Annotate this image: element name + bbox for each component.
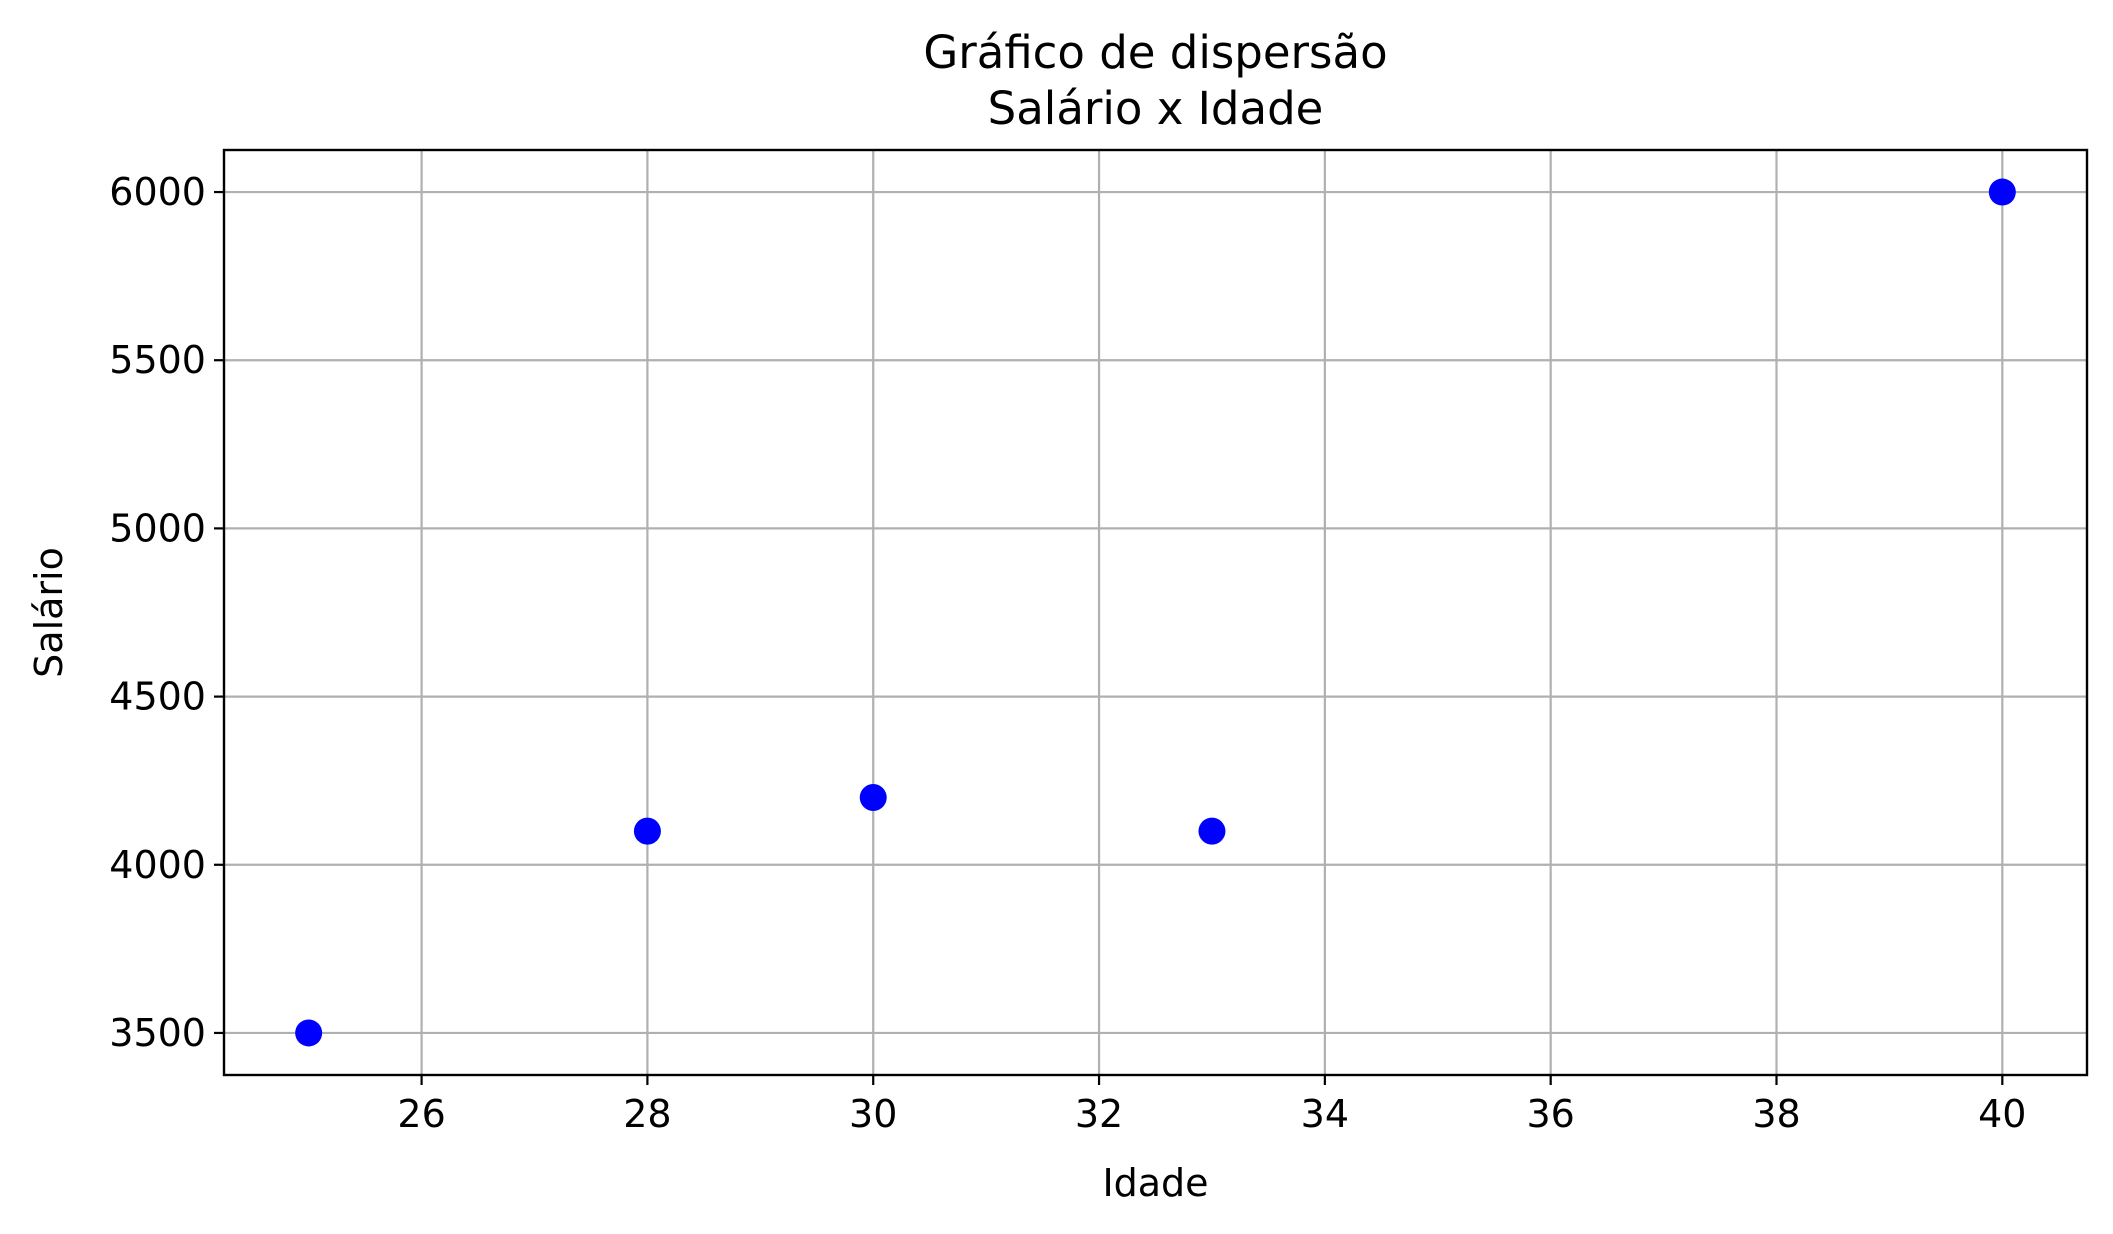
- x-tick-label: 36: [1527, 1092, 1575, 1136]
- plot-frame: [222, 148, 2089, 1077]
- chart-subtitle: Salário x Idade: [988, 82, 1324, 135]
- x-tick-label: 26: [397, 1092, 445, 1136]
- x-tick-label: 40: [1978, 1092, 2026, 1136]
- data-point: [633, 817, 661, 845]
- data-point: [859, 784, 887, 811]
- y-tick-label: 4000: [109, 843, 206, 887]
- x-axis-label: Idade: [1102, 1161, 1208, 1205]
- y-tick-label: 3500: [109, 1011, 206, 1055]
- x-tick-label: 38: [1752, 1092, 1800, 1136]
- axis-ticks: 26 28 30 32 34 36 38 40 3500 4000 4500 5000 5500 6000: [109, 170, 2026, 1136]
- y-tick-label: 4500: [109, 675, 206, 719]
- y-tick-label: 6000: [109, 170, 206, 214]
- y-axis-label: Salário: [27, 547, 71, 678]
- y-tick-label: 5500: [109, 338, 206, 382]
- data-points: [295, 178, 2016, 1047]
- data-point: [295, 1019, 323, 1047]
- chart-title: Gráfico de dispersão: [923, 26, 1387, 79]
- x-tick-label: 34: [1301, 1092, 1349, 1136]
- grid: [224, 150, 2087, 1075]
- x-tick-label: 28: [623, 1092, 671, 1136]
- data-point: [1198, 817, 1226, 845]
- y-tick-label: 5000: [109, 506, 206, 550]
- x-tick-label: 30: [849, 1092, 897, 1136]
- x-tick-label: 32: [1075, 1092, 1123, 1136]
- data-point: [1988, 178, 2016, 206]
